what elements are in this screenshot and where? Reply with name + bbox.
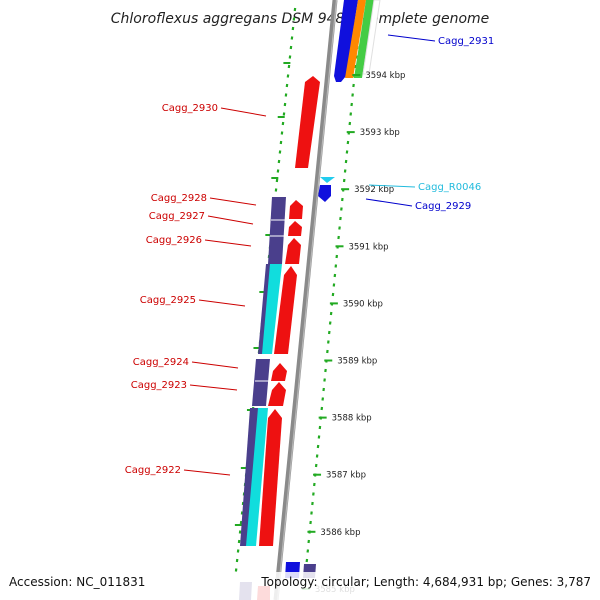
gene-block-upper <box>268 197 286 264</box>
feature-white-block <box>362 0 381 75</box>
feature-cagg-2926[interactable] <box>285 238 301 264</box>
gene-leader-line <box>183 469 231 476</box>
cds-block-2922 <box>246 408 268 546</box>
feature-cagg-2924[interactable] <box>271 363 287 381</box>
map-title: Chloroflexus aggregans DSM 9485, complet… <box>111 11 490 27</box>
gene-leader-line <box>207 215 254 225</box>
gene-leader-line <box>368 184 416 188</box>
gene-label[interactable]: Cagg_2925 <box>140 295 196 306</box>
cds-block-2925 <box>262 264 282 354</box>
gene-label[interactable]: Cagg_2924 <box>133 357 189 368</box>
gene-leader-line <box>204 239 252 247</box>
gene-leader-line <box>191 361 239 369</box>
kbp-label: 3593 kbp <box>360 128 400 138</box>
feature-orange-block <box>345 0 366 78</box>
feature-track <box>239 0 381 600</box>
kbp-label: 3587 kbp <box>326 471 366 481</box>
gene-leader-line <box>189 384 238 391</box>
genome-backbone <box>273 0 338 600</box>
gene-label[interactable]: Cagg_2931 <box>438 36 494 47</box>
feature-cagg-2925[interactable] <box>274 266 297 354</box>
feature-cagg-2922[interactable] <box>259 409 282 546</box>
gene-leader-line <box>220 107 267 117</box>
gene-label[interactable]: Cagg_2929 <box>415 201 471 212</box>
gene-label[interactable]: Cagg_2927 <box>149 211 205 222</box>
feature-cagg-2931-block[interactable] <box>334 0 358 76</box>
kbp-label: 3592 kbp <box>354 185 394 195</box>
gene-labels: Cagg_2930 Cagg_2928 Cagg_2927 Cagg_2926 Cagg… <box>125 34 494 476</box>
gene-block-2924 <box>252 359 270 406</box>
gene-label[interactable]: Cagg_2923 <box>131 380 187 391</box>
kbp-label: 3594 kbp <box>365 71 405 81</box>
gene-label[interactable]: Cagg_2922 <box>125 465 181 476</box>
feature-cagg-2927[interactable] <box>288 221 302 236</box>
gene-label[interactable]: Cagg_2926 <box>146 235 202 246</box>
gene-label[interactable]: Cagg_R0046 <box>418 182 481 193</box>
kbp-label: 3591 kbp <box>348 242 388 252</box>
gene-leader-line <box>365 198 413 207</box>
topology-text: Topology: circular; Length: 4,684,931 bp… <box>260 575 591 589</box>
gene-leader-line <box>387 34 436 42</box>
feature-cagg-2930[interactable] <box>295 76 320 168</box>
kbp-label: 3588 kbp <box>332 414 372 424</box>
gene-leader-line <box>209 197 257 206</box>
feature-cagg-2928[interactable] <box>289 200 303 219</box>
kbp-scale-labels: 3594 kbp 3593 kbp 3592 kbp 3591 kbp 3590 kbp… <box>301 71 405 595</box>
kbp-label: 3586 kbp <box>320 528 360 538</box>
feature-cagg-2931-arrowhead <box>334 76 346 82</box>
accession-text: Accession: NC_011831 <box>9 575 145 589</box>
kbp-label: 3590 kbp <box>343 299 383 309</box>
feature-cagg-2929[interactable] <box>318 185 331 202</box>
feature-cagg-2923[interactable] <box>268 382 286 406</box>
feature-green-block <box>354 0 374 78</box>
gene-label[interactable]: Cagg_2928 <box>151 193 207 204</box>
gene-label[interactable]: Cagg_2930 <box>162 103 218 114</box>
kbp-label: 3589 kbp <box>337 357 377 367</box>
feature-cagg-r0046[interactable] <box>320 177 335 183</box>
gene-leader-line <box>198 299 246 307</box>
